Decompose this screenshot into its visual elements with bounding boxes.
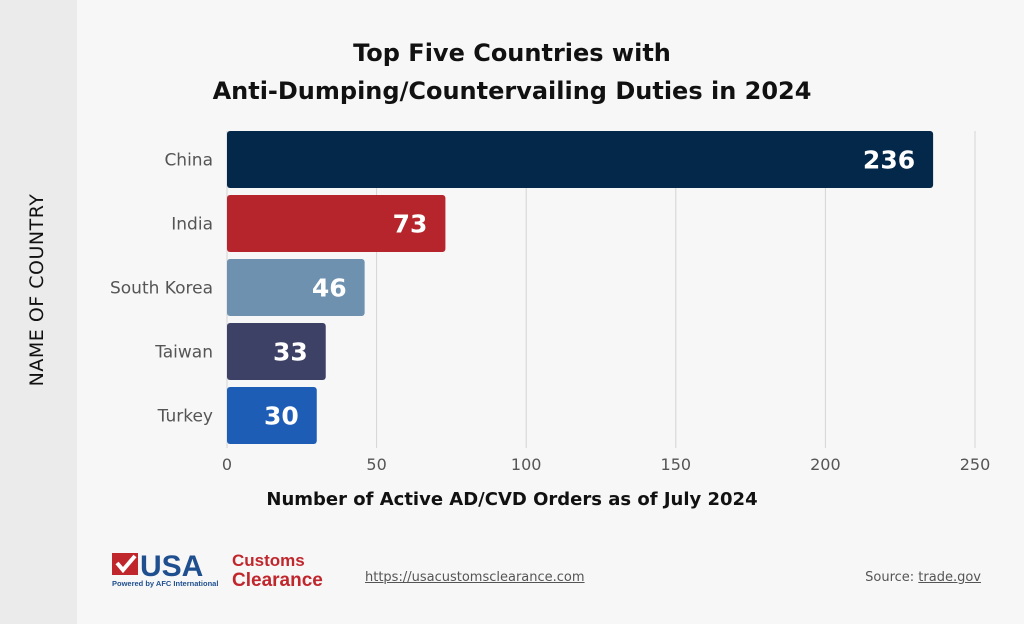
bar-turkey [227, 387, 317, 444]
x-tick-label: 50 [366, 455, 386, 474]
x-axis-label: Number of Active AD/CVD Orders as of Jul… [266, 489, 758, 510]
data-label: 73 [393, 210, 428, 239]
bar-taiwan [227, 323, 326, 380]
category-label: India [171, 215, 213, 235]
x-tick-label: 0 [222, 455, 232, 474]
bar-china [227, 131, 934, 188]
svg-text:USA: USA [140, 550, 203, 583]
x-tick-label: 200 [810, 455, 841, 474]
bar-india [227, 195, 446, 252]
category-label: Taiwan [154, 343, 213, 363]
x-tick-label: 100 [511, 455, 542, 474]
svg-text:Powered by AFC International: Powered by AFC International [112, 579, 218, 588]
category-label: Turkey [157, 407, 213, 427]
x-tick-label: 150 [661, 455, 692, 474]
title-line-1: Top Five Countries with [353, 39, 671, 67]
source-prefix: Source: [865, 570, 915, 585]
source-link[interactable]: trade.gov [918, 570, 981, 585]
chart-title: Top Five Countries with Anti-Dumping/Cou… [150, 34, 874, 110]
data-label: 30 [264, 402, 299, 431]
source-note: Source: trade.gov [865, 570, 981, 585]
svg-text:Customs: Customs [232, 551, 305, 570]
x-tick-label: 250 [960, 455, 991, 474]
data-label: 33 [273, 338, 308, 367]
title-line-2: Anti-Dumping/Countervailing Duties in 20… [212, 77, 812, 105]
usa-customs-clearance-logo: USA Customs Clearance Powered by AFC Int… [112, 550, 323, 590]
left-band [0, 0, 77, 624]
bar-south-korea [227, 259, 365, 316]
category-label: South Korea [110, 279, 213, 299]
data-label: 236 [863, 146, 915, 175]
website-link[interactable]: https://usacustomsclearance.com [365, 570, 585, 585]
svg-text:Clearance: Clearance [232, 570, 323, 590]
category-label: China [164, 151, 213, 171]
data-label: 46 [312, 274, 347, 303]
